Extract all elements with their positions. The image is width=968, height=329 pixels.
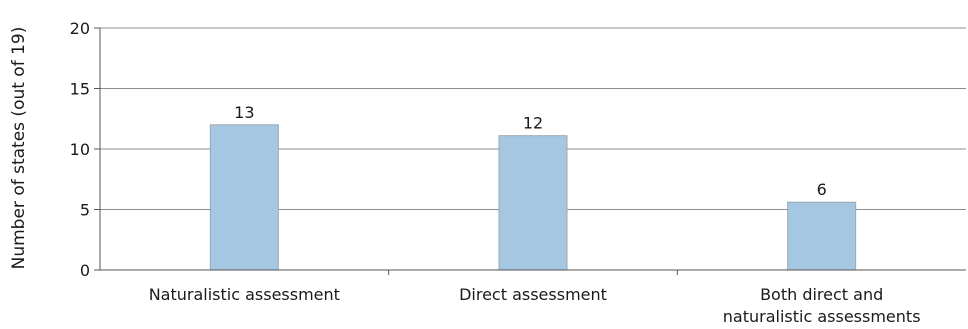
y-tick-label: 5 <box>80 201 90 220</box>
bar <box>209 124 279 271</box>
x-tick-label: Both direct and naturalistic assessments <box>723 285 921 326</box>
data-label: 6 <box>817 180 827 199</box>
y-tick-label: 15 <box>70 80 90 99</box>
x-tick-label-line: Naturalistic assessment <box>149 285 340 304</box>
y-tick-label: 0 <box>80 261 90 280</box>
y-axis-ticks: 0 5 10 15 20 <box>70 19 100 280</box>
x-tick-label: Naturalistic assessment <box>149 285 340 304</box>
x-tick-label: Direct assessment <box>459 285 607 304</box>
data-label: 13 <box>234 103 254 122</box>
data-label: 12 <box>523 114 543 133</box>
y-tick-label: 20 <box>70 19 90 38</box>
x-tick-label-line: Both direct and <box>760 285 883 304</box>
bars <box>209 124 857 271</box>
y-tick-label: 10 <box>70 140 90 159</box>
bar <box>787 201 857 271</box>
bar <box>498 135 568 271</box>
x-tick-label-line: Direct assessment <box>459 285 607 304</box>
data-labels: 13 12 6 <box>234 103 827 199</box>
x-axis <box>99 28 966 275</box>
x-tick-label-line: naturalistic assessments <box>723 307 921 326</box>
y-axis-label: Number of states (out of 19) <box>9 27 29 270</box>
category-labels: Naturalistic assessment Direct assessment… <box>149 285 921 326</box>
